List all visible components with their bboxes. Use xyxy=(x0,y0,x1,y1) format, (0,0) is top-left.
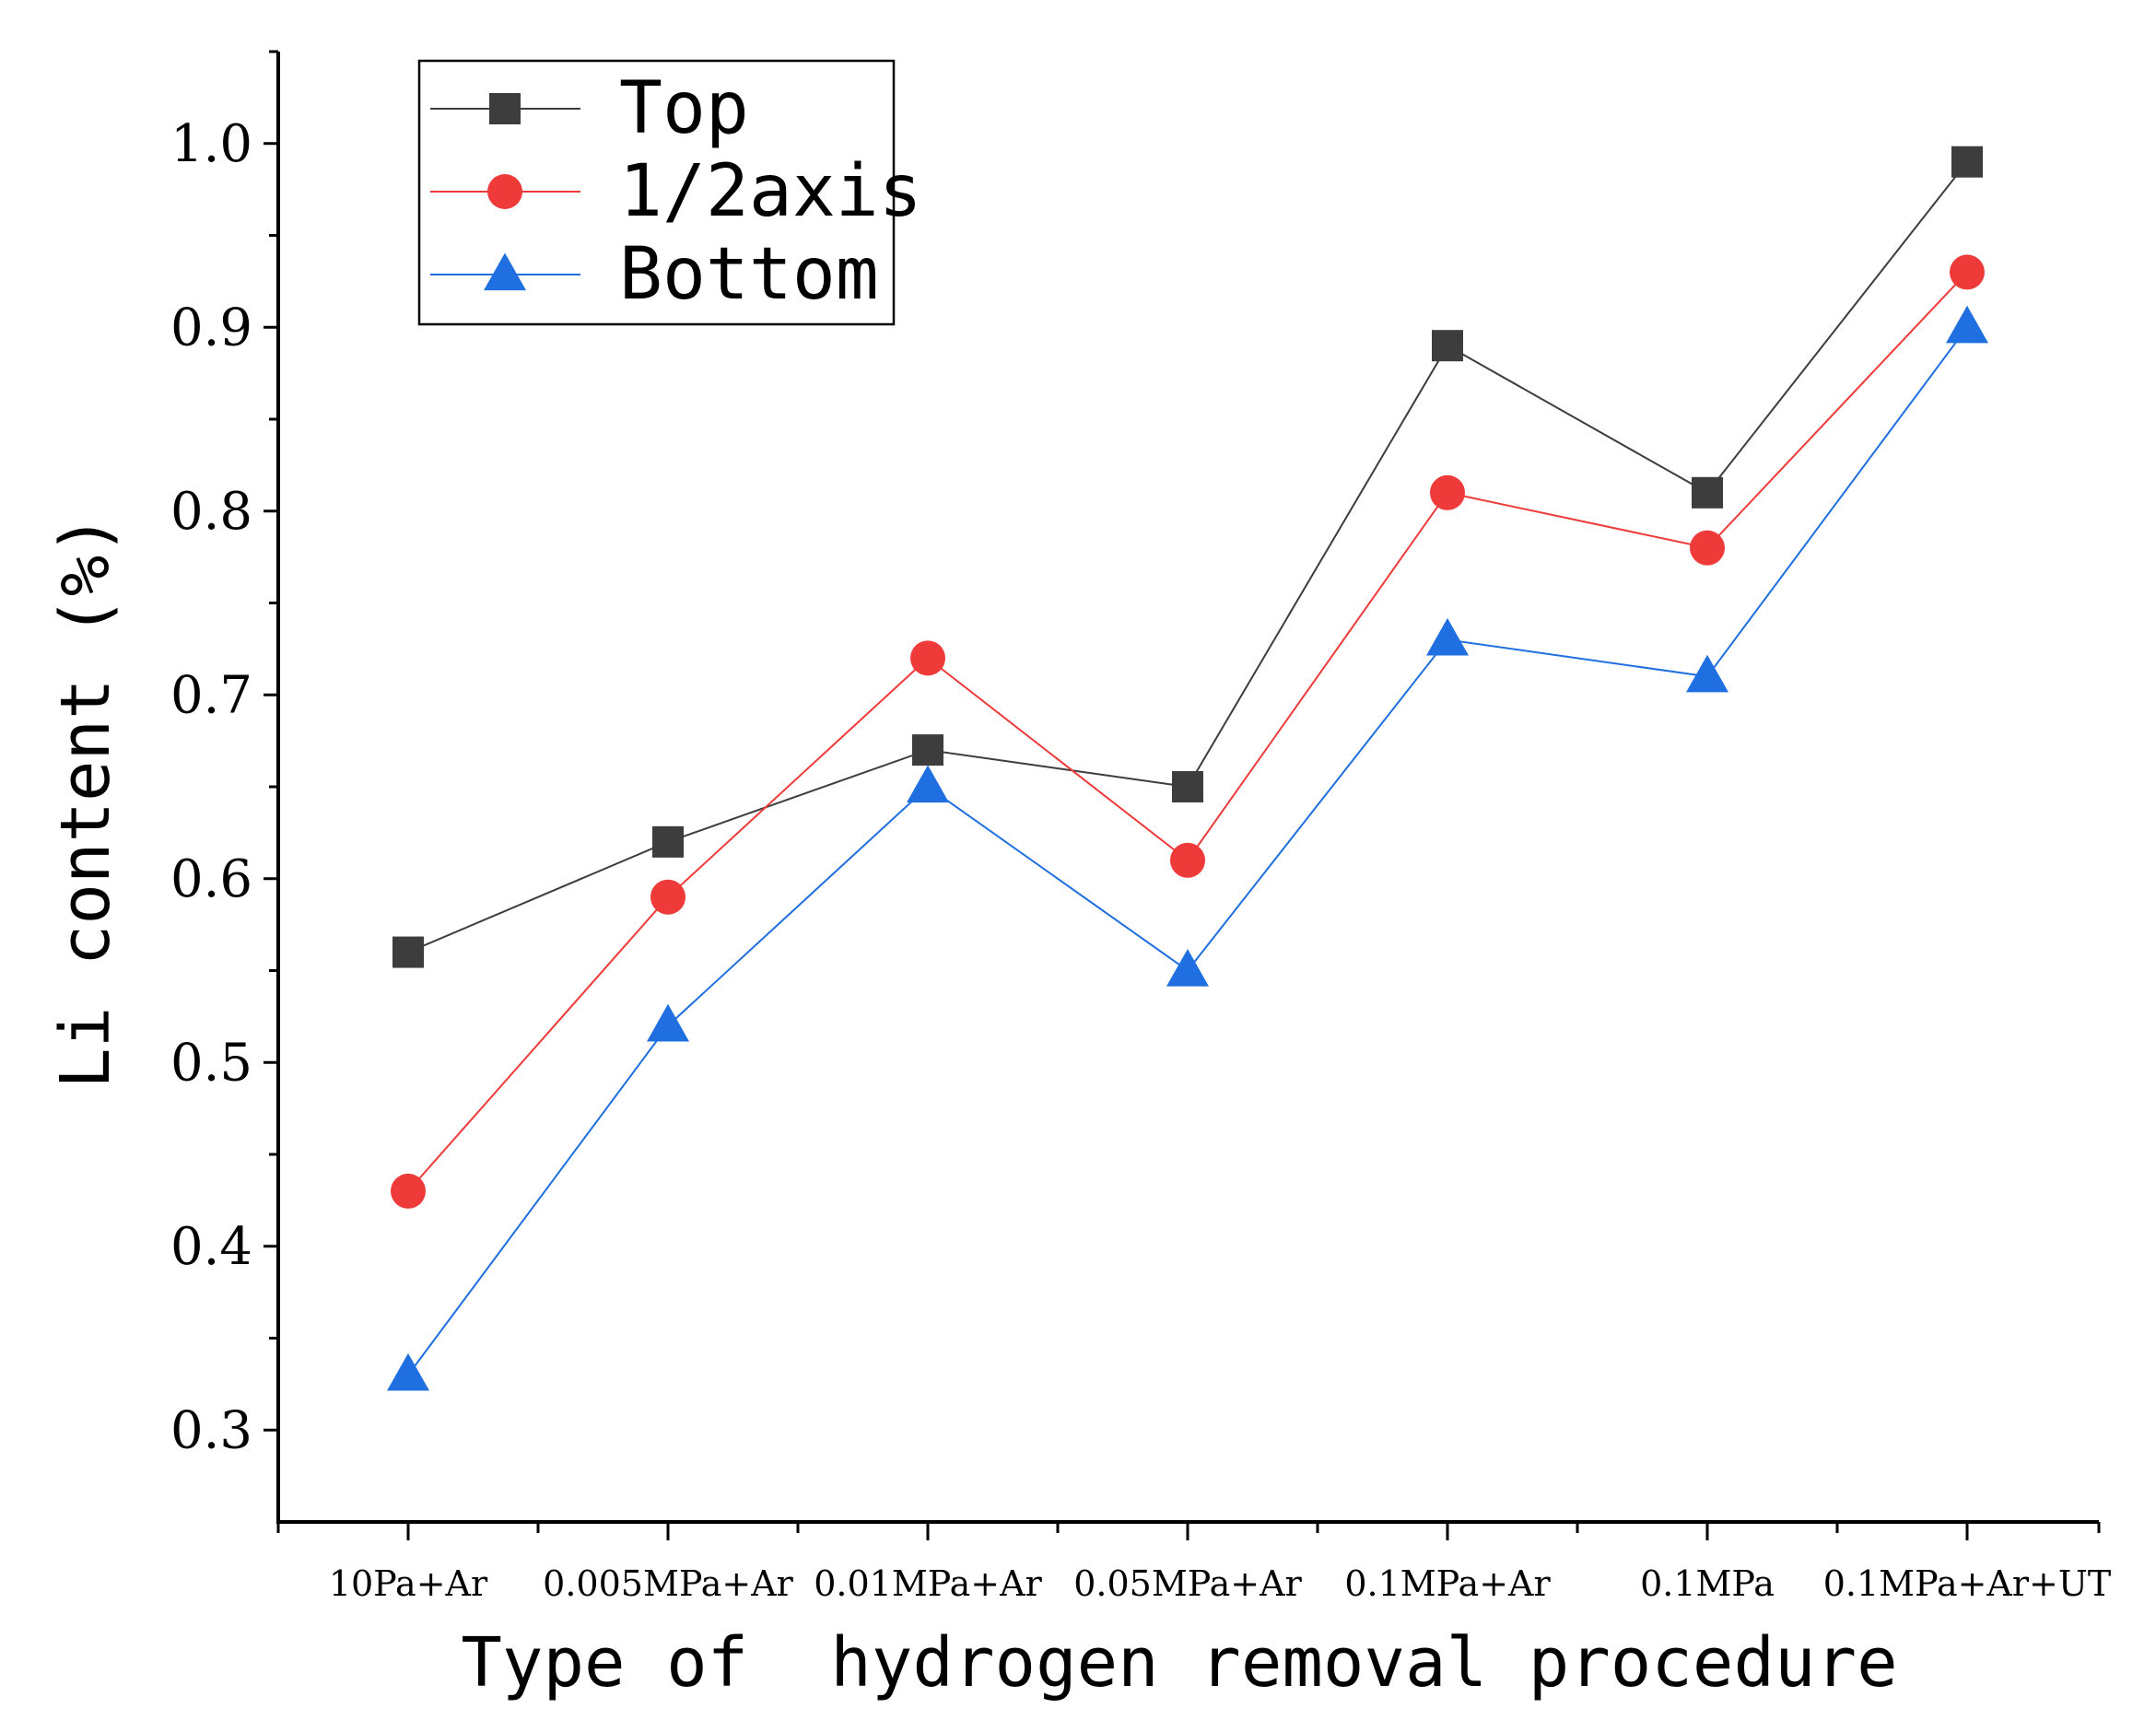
x-tick-label: 0.1MPa+Ar+UT xyxy=(1823,1563,2112,1604)
x-tick-label: 0.005MPa+Ar xyxy=(543,1563,793,1604)
series-2 xyxy=(391,254,1985,1209)
y-tick-label: 0.5 xyxy=(170,1033,252,1093)
y-tick-label: 0.3 xyxy=(170,1400,252,1460)
y-tick-label: 0.9 xyxy=(170,298,252,357)
x-tick-label: 0.1MPa+Ar xyxy=(1344,1563,1551,1604)
data-point xyxy=(1951,146,1983,178)
data-point xyxy=(1432,330,1463,362)
x-tick-label: 10Pa+Ar xyxy=(329,1563,488,1604)
data-point xyxy=(1950,254,1985,290)
series-line xyxy=(407,271,1968,1192)
legend-label: 1/2axis xyxy=(619,150,922,233)
series-3 xyxy=(387,305,1988,1391)
legend-marker xyxy=(484,252,526,291)
data-point xyxy=(387,1352,429,1391)
legend-label: Bottom xyxy=(619,233,879,316)
series-1 xyxy=(393,146,1983,968)
legend-label: Top xyxy=(619,67,749,150)
data-point xyxy=(1166,948,1209,987)
data-point xyxy=(393,936,424,968)
x-tick-label: 0.1MPa xyxy=(1640,1563,1775,1604)
data-point xyxy=(912,734,943,767)
y-tick-label: 0.8 xyxy=(170,482,252,542)
data-point xyxy=(1426,617,1469,656)
y-axis-title: Li content (%) xyxy=(46,514,125,1089)
y-tick-label: 0.6 xyxy=(170,849,252,909)
x-tick-label: 0.01MPa+Ar xyxy=(814,1563,1042,1604)
y-tick-label: 0.4 xyxy=(170,1217,252,1277)
data-point xyxy=(1686,654,1728,693)
data-point xyxy=(647,1003,689,1042)
y-tick-label: 0.7 xyxy=(170,665,252,725)
data-point xyxy=(652,825,684,858)
data-point xyxy=(1172,771,1203,802)
legend-marker xyxy=(487,174,522,209)
data-point xyxy=(391,1173,426,1209)
data-point xyxy=(1690,530,1725,566)
legend-marker xyxy=(489,93,521,124)
x-axis-title: Type of hydrogen removal procedure xyxy=(461,1623,1897,1703)
chart-axes: 0.3 0.4 0.5 0.6 0.7 0.8 0.9 1.0 10Pa+Ar 0.005MPa+… xyxy=(170,50,2112,1604)
data-point xyxy=(650,879,685,915)
data-point xyxy=(910,640,945,676)
y-tick-label: 1.0 xyxy=(170,114,252,174)
data-point xyxy=(1430,474,1465,510)
x-tick-label: 0.05MPa+Ar xyxy=(1073,1563,1302,1604)
data-point xyxy=(907,765,949,803)
data-point xyxy=(1946,305,1988,344)
data-point xyxy=(1692,476,1723,509)
data-point xyxy=(1170,842,1205,878)
chart-series xyxy=(387,146,1988,1391)
